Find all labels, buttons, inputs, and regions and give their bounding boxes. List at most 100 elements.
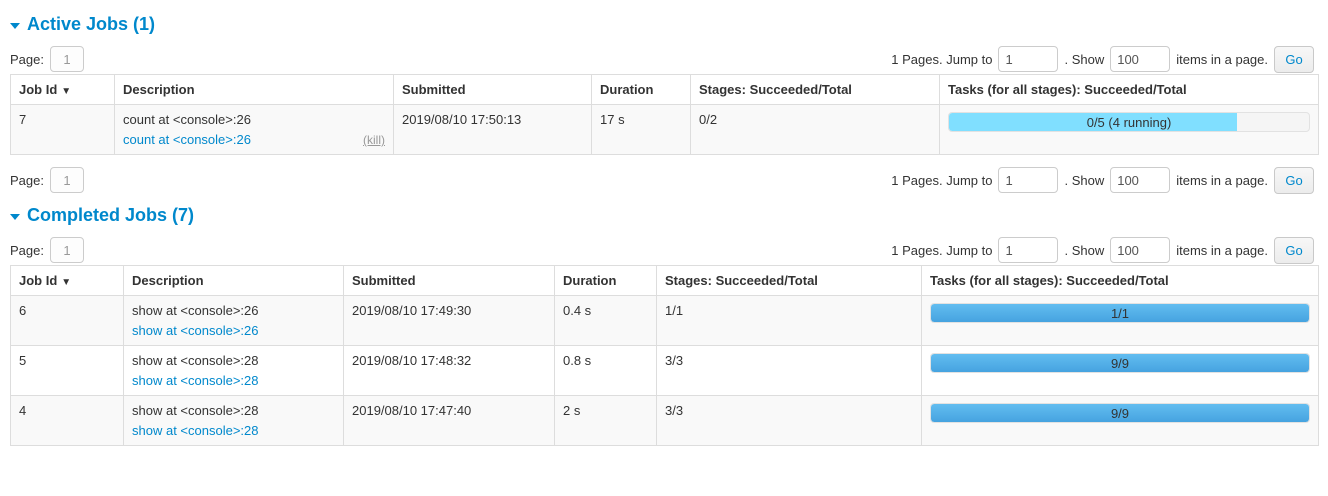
cell-description: show at <console>:28 show at <console>:2… (123, 395, 344, 446)
pages-text: 1 Pages. Jump to (891, 172, 993, 188)
description-text: show at <console>:28 (132, 353, 259, 368)
column-header-description[interactable]: Description (123, 265, 344, 296)
active-jump-group-bottom: 1 Pages. Jump to . Show items in a page.… (891, 165, 1314, 195)
progress-label: 9/9 (1110, 356, 1130, 371)
description-link[interactable]: count at <console>:26 (123, 132, 251, 147)
show-text: . Show (1064, 172, 1105, 188)
column-header-duration[interactable]: Duration (554, 265, 657, 296)
column-header-stages[interactable]: Stages: Succeeded/Total (690, 74, 940, 105)
active-jobs-table: Job Id ▼ Description Submitted Duration S… (10, 74, 1319, 155)
column-header-stages[interactable]: Stages: Succeeded/Total (656, 265, 922, 296)
progress-label: 0/5 (4 running) (1086, 115, 1172, 130)
cell-stages: 3/3 (656, 345, 922, 396)
active-jump-to-input-bottom[interactable] (998, 167, 1059, 193)
cell-submitted: 2019/08/10 17:47:40 (343, 395, 555, 446)
completed-go-button[interactable]: Go (1274, 236, 1314, 264)
sort-descending-icon: ▼ (61, 86, 72, 97)
cell-job-id: 6 (10, 295, 124, 346)
description-link-row: count at <console>:26 (kill) (123, 132, 385, 147)
progress-label: 9/9 (1110, 406, 1130, 421)
active-table-body: 7 count at <console>:26 count at <consol… (10, 104, 1319, 155)
description-link[interactable]: show at <console>:26 (132, 323, 259, 338)
cell-job-id: 4 (10, 395, 124, 446)
caret-down-icon (10, 23, 20, 29)
progress-fill (931, 404, 1309, 422)
active-jump-to-input-top[interactable] (998, 46, 1059, 72)
column-label: Stages: Succeeded/Total (699, 82, 852, 97)
spacer (10, 225, 1318, 235)
description-link-row: show at <console>:26 (132, 323, 335, 338)
column-header-job-id[interactable]: Job Id ▼ (10, 265, 124, 296)
kill-job-link[interactable]: (kill) (363, 133, 385, 147)
active-pagination-top: Page: 1 Pages. Jump to . Show items in a… (10, 44, 1318, 74)
cell-stages: 3/3 (656, 395, 922, 446)
table-row: 5 show at <console>:28 show at <console>… (10, 345, 1319, 396)
cell-duration: 17 s (591, 104, 691, 155)
cell-description: count at <console>:26 count at <console>… (114, 104, 394, 155)
column-header-duration[interactable]: Duration (591, 74, 691, 105)
cell-description: show at <console>:26 show at <console>:2… (123, 295, 344, 346)
completed-table-head: Job Id ▼ Description Submitted Duration S… (10, 265, 1319, 296)
description-link-row: show at <console>:28 (132, 423, 335, 438)
column-header-tasks[interactable]: Tasks (for all stages): Succeeded/Total (939, 74, 1319, 105)
column-label: Submitted (352, 273, 416, 288)
cell-submitted: 2019/08/10 17:50:13 (393, 104, 592, 155)
cell-submitted: 2019/08/10 17:48:32 (343, 345, 555, 396)
completed-jump-to-input[interactable] (998, 237, 1059, 263)
cell-submitted: 2019/08/10 17:49:30 (343, 295, 555, 346)
completed-header-row: Job Id ▼ Description Submitted Duration S… (10, 265, 1319, 296)
column-header-submitted[interactable]: Submitted (393, 74, 592, 105)
active-pagination-bottom: Page: 1 Pages. Jump to . Show items in a… (10, 165, 1318, 195)
page-label: Page: (10, 172, 44, 188)
page-label: Page: (10, 242, 44, 258)
spacer (10, 195, 1318, 205)
cell-tasks: 0/5 (4 running) (939, 104, 1319, 155)
column-header-tasks[interactable]: Tasks (for all stages): Succeeded/Total (921, 265, 1319, 296)
active-page-number-input[interactable] (49, 46, 84, 72)
description-link[interactable]: show at <console>:28 (132, 373, 259, 388)
cell-job-id: 5 (10, 345, 124, 396)
active-show-items-input-bottom[interactable] (1110, 167, 1171, 193)
column-header-description[interactable]: Description (114, 74, 394, 105)
spacer-top (10, 0, 1318, 14)
page-label: Page: (10, 51, 44, 67)
cell-stages: 0/2 (690, 104, 940, 155)
completed-page-number-input[interactable] (49, 237, 84, 263)
table-row: 7 count at <console>:26 count at <consol… (10, 104, 1319, 155)
completed-jump-group-top: 1 Pages. Jump to . Show items in a page.… (891, 235, 1314, 265)
column-label: Duration (600, 82, 654, 97)
active-jobs-heading[interactable]: Active Jobs (1) (10, 14, 1318, 34)
active-go-button-top[interactable]: Go (1274, 45, 1314, 73)
cell-duration: 0.4 s (554, 295, 657, 346)
column-header-submitted[interactable]: Submitted (343, 265, 555, 296)
task-progress-bar: 9/9 (930, 403, 1310, 423)
column-label: Tasks (for all stages): Succeeded/Total (948, 82, 1187, 97)
active-jump-group-top: 1 Pages. Jump to . Show items in a page.… (891, 44, 1314, 74)
completed-show-items-input[interactable] (1110, 237, 1171, 263)
description-link[interactable]: show at <console>:28 (132, 423, 259, 438)
completed-table-body: 6 show at <console>:26 show at <console>… (10, 295, 1319, 446)
completed-jobs-heading[interactable]: Completed Jobs (7) (10, 205, 1318, 225)
caret-down-icon (10, 214, 20, 220)
active-jobs-title: Active Jobs (1) (27, 14, 156, 34)
progress-fill (931, 354, 1309, 372)
column-label: Job Id (19, 273, 58, 288)
active-page-number-input-bottom[interactable] (49, 167, 84, 193)
items-in-page-text: items in a page. (1176, 172, 1268, 188)
spacer (10, 155, 1318, 165)
active-header-row: Job Id ▼ Description Submitted Duration S… (10, 74, 1319, 105)
column-label: Tasks (for all stages): Succeeded/Total (930, 273, 1169, 288)
cell-job-id: 7 (10, 104, 115, 155)
column-label: Job Id (19, 82, 58, 97)
active-table-head: Job Id ▼ Description Submitted Duration S… (10, 74, 1319, 105)
cell-stages: 1/1 (656, 295, 922, 346)
description-text: show at <console>:26 (132, 303, 259, 318)
description-text: show at <console>:28 (132, 403, 259, 418)
column-header-job-id[interactable]: Job Id ▼ (10, 74, 115, 105)
task-progress-bar: 1/1 (930, 303, 1310, 323)
active-go-button-bottom[interactable]: Go (1274, 166, 1314, 194)
active-show-items-input-top[interactable] (1110, 46, 1171, 72)
page-indicator-group: Page: (10, 46, 84, 72)
cell-tasks: 9/9 (921, 395, 1319, 446)
